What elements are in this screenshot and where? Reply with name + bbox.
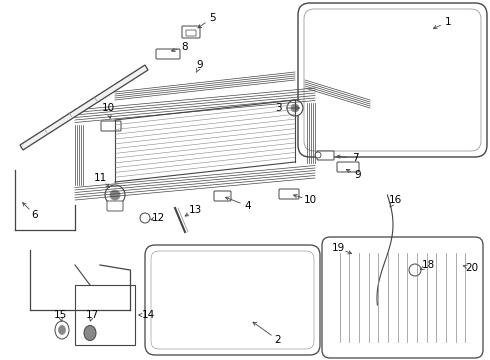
FancyBboxPatch shape: [214, 191, 231, 201]
Circle shape: [110, 190, 120, 200]
Ellipse shape: [58, 325, 66, 334]
Text: 16: 16: [389, 195, 402, 205]
FancyBboxPatch shape: [145, 245, 320, 355]
Text: 7: 7: [352, 153, 358, 163]
Text: 8: 8: [182, 42, 188, 52]
FancyBboxPatch shape: [279, 189, 299, 199]
FancyBboxPatch shape: [317, 151, 334, 160]
Text: 9: 9: [355, 170, 361, 180]
FancyBboxPatch shape: [337, 162, 359, 172]
FancyBboxPatch shape: [186, 30, 196, 36]
Text: 12: 12: [151, 213, 165, 223]
Text: 5: 5: [209, 13, 215, 23]
Circle shape: [409, 264, 421, 276]
Text: 3: 3: [275, 103, 281, 113]
FancyBboxPatch shape: [107, 201, 123, 211]
Text: 10: 10: [303, 195, 317, 205]
FancyBboxPatch shape: [298, 3, 487, 157]
Polygon shape: [20, 65, 148, 150]
FancyBboxPatch shape: [151, 251, 314, 349]
Circle shape: [287, 100, 303, 116]
Text: 6: 6: [32, 210, 38, 220]
Circle shape: [140, 213, 150, 223]
FancyBboxPatch shape: [322, 237, 483, 358]
Text: 13: 13: [188, 205, 201, 215]
Text: 18: 18: [421, 260, 435, 270]
FancyBboxPatch shape: [101, 121, 121, 131]
Text: 20: 20: [466, 263, 479, 273]
Text: 19: 19: [331, 243, 344, 253]
Ellipse shape: [55, 321, 69, 339]
Text: 2: 2: [275, 335, 281, 345]
Text: 17: 17: [85, 310, 98, 320]
Circle shape: [291, 104, 299, 112]
Text: 4: 4: [245, 201, 251, 211]
Circle shape: [315, 152, 321, 158]
FancyBboxPatch shape: [182, 26, 200, 38]
Text: 9: 9: [196, 60, 203, 70]
Circle shape: [105, 185, 125, 205]
Ellipse shape: [84, 325, 96, 341]
Text: 10: 10: [101, 103, 115, 113]
Text: 1: 1: [445, 17, 451, 27]
FancyBboxPatch shape: [304, 9, 481, 151]
FancyBboxPatch shape: [156, 49, 180, 59]
Text: 15: 15: [53, 310, 67, 320]
Text: 11: 11: [94, 173, 107, 183]
Text: 14: 14: [142, 310, 155, 320]
